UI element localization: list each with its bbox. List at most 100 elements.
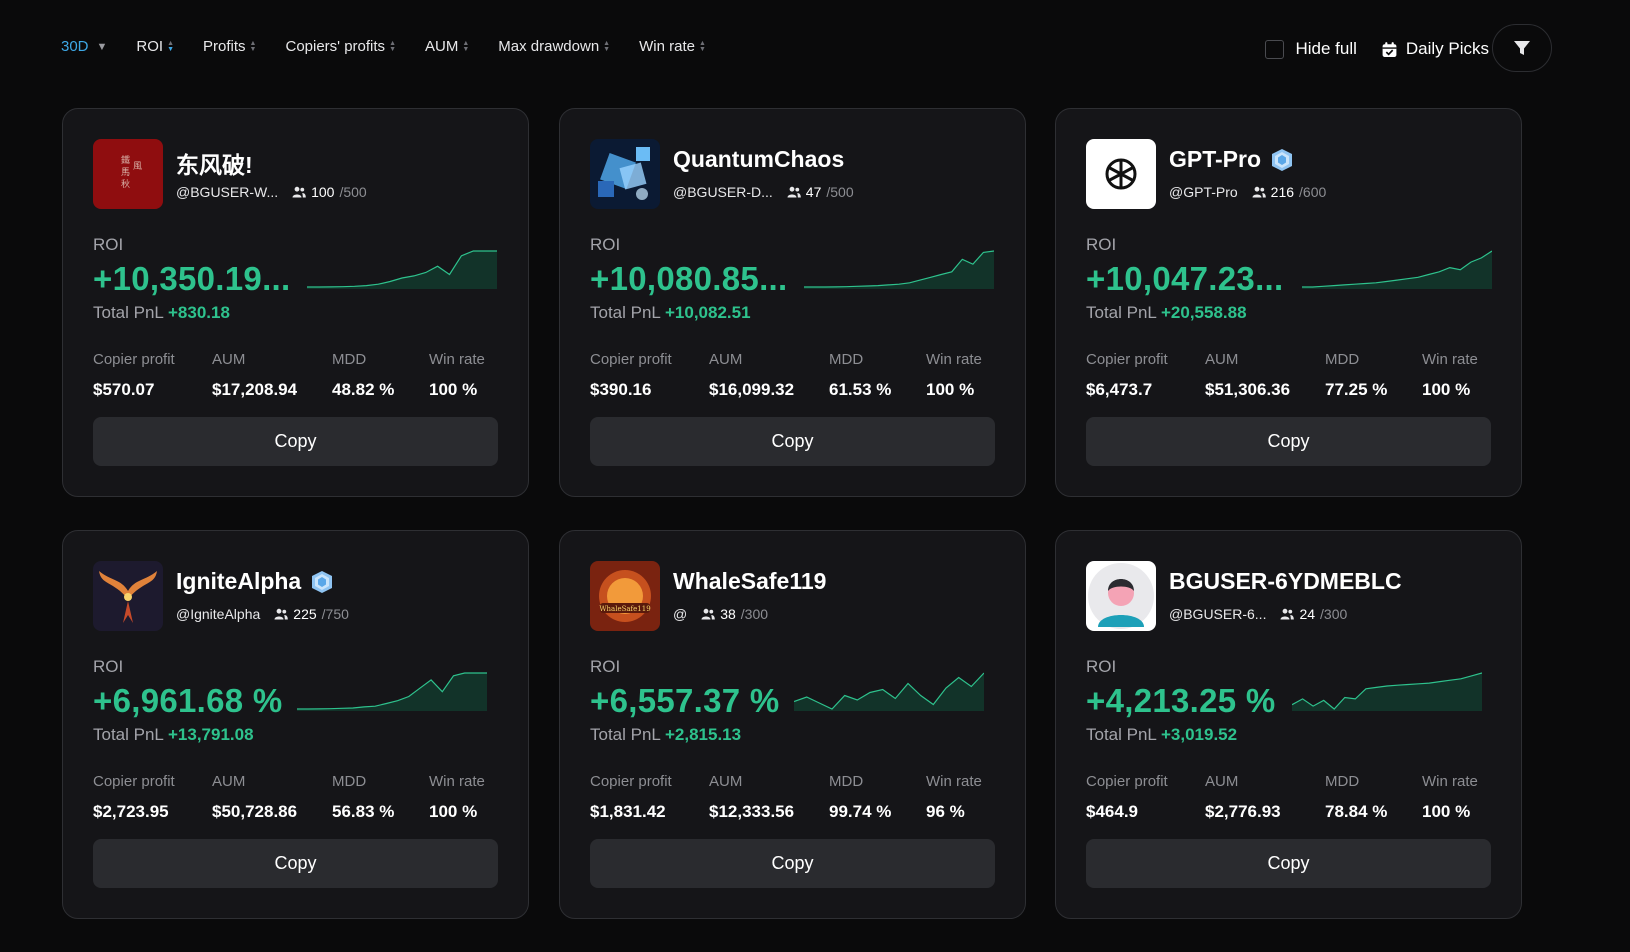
stat-aum: AUM $51,306.36	[1205, 351, 1290, 400]
period-dropdown[interactable]: 30D ▼	[61, 38, 107, 55]
stat-mdd: MDD 78.84 %	[1325, 773, 1387, 822]
followers-current: 24	[1299, 606, 1316, 622]
followers-current: 216	[1270, 184, 1295, 200]
stat-value: $51,306.36	[1205, 380, 1291, 399]
stat-copier-profit: Copier profit $464.9	[1086, 773, 1168, 822]
roi-label: ROI	[1086, 235, 1117, 254]
total-pnl-value: +3,019.52	[1160, 725, 1238, 744]
trader-card: GPT-Pro @GPT-Pro 216/600 ROI +10,047.23.…	[1055, 108, 1522, 497]
roi-label: ROI	[590, 657, 621, 676]
roi-label: ROI	[590, 235, 621, 254]
stat-value: $17,208.94	[212, 380, 298, 399]
total-pnl-label: Total PnL	[1086, 725, 1157, 744]
stat-value: 77.25 %	[1325, 380, 1388, 399]
sort-win-rate[interactable]: Win rate ▲ ▼	[639, 38, 706, 55]
copy-button[interactable]: Copy	[1086, 417, 1491, 466]
stat-value: $50,728.86	[212, 802, 298, 821]
trader-name[interactable]: BGUSER-6YDMEBLC	[1169, 568, 1402, 594]
stat-mdd: MDD 99.74 %	[829, 773, 891, 822]
trader-name-row: WhaleSafe119	[673, 568, 826, 595]
hide-full-checkbox[interactable]	[1265, 39, 1285, 59]
stat-label: AUM	[1205, 773, 1239, 790]
stat-value: 100 %	[926, 380, 975, 399]
stat-value: 100 %	[429, 802, 478, 821]
stat-label: Win rate	[926, 351, 982, 368]
trader-handle: @	[673, 606, 688, 622]
trader-avatar[interactable]	[1086, 139, 1156, 209]
sparkline-line	[297, 672, 487, 710]
sort-profits[interactable]: Profits ▲ ▼	[203, 38, 256, 55]
sparkline-area	[307, 251, 497, 289]
trader-card: QuantumChaos @BGUSER-D... 47/500 ROI +10…	[559, 108, 1026, 497]
users-icon	[701, 608, 716, 620]
trader-avatar[interactable]: WhaleSafe119	[590, 561, 660, 631]
stat-label: Copier profit	[1086, 351, 1168, 368]
trader-name[interactable]: IgniteAlpha	[176, 568, 302, 594]
copy-button[interactable]: Copy	[93, 417, 498, 466]
roi-label: ROI	[1086, 657, 1117, 676]
trader-avatar[interactable]	[93, 561, 163, 631]
stat-value: $464.9	[1086, 802, 1138, 821]
trader-avatar[interactable]	[590, 139, 660, 209]
hide-full-toggle[interactable]: Hide full	[1265, 39, 1357, 59]
trader-handle: @BGUSER-D...	[673, 184, 773, 200]
filter-button[interactable]	[1492, 24, 1552, 72]
trader-avatar[interactable]	[1086, 561, 1156, 631]
copy-button[interactable]: Copy	[1086, 839, 1491, 888]
trader-meta: @BGUSER-6... 24/300	[1169, 606, 1347, 622]
followers-current: 38	[720, 606, 736, 622]
trader-avatar[interactable]: 鐵馬秋風	[93, 139, 163, 209]
sort-arrows-icon: ▲ ▼	[603, 39, 611, 53]
svg-text:馬: 馬	[121, 167, 130, 178]
total-pnl-label: Total PnL	[93, 303, 164, 322]
stat-value: 96 %	[926, 802, 965, 821]
sort-roi[interactable]: ROI ▲ ▼	[136, 38, 174, 55]
followers-max: /600	[1299, 184, 1327, 200]
sparkline-area	[297, 673, 487, 711]
stat-label: MDD	[829, 773, 864, 790]
sort-profits-label: Profits	[203, 38, 246, 55]
sort-copiers-profits[interactable]: Copiers' profits ▲ ▼	[285, 38, 396, 55]
sparkline-area	[1292, 673, 1482, 711]
total-pnl: Total PnL +20,558.88	[1086, 303, 1247, 323]
stat-value: 48.82 %	[332, 380, 395, 399]
roi-value: +10,350.19...	[93, 260, 291, 297]
copy-button[interactable]: Copy	[93, 839, 498, 888]
roi-sparkline	[1292, 672, 1482, 711]
followers-count: 47/500	[787, 184, 854, 200]
trader-name[interactable]: WhaleSafe119	[673, 568, 827, 594]
copy-button[interactable]: Copy	[590, 839, 995, 888]
stat-label: AUM	[709, 351, 743, 368]
copy-button[interactable]: Copy	[590, 417, 995, 466]
stat-label: MDD	[829, 351, 864, 368]
total-pnl-label: Total PnL	[590, 725, 661, 744]
sort-max-drawdown[interactable]: Max drawdown ▲ ▼	[498, 38, 610, 55]
roi-sparkline	[297, 672, 487, 711]
total-pnl: Total PnL +830.18	[93, 303, 230, 323]
stat-aum: AUM $16,099.32	[709, 351, 794, 400]
stat-label: MDD	[332, 351, 367, 368]
followers-max: /300	[1320, 606, 1348, 622]
trader-name[interactable]: 东风破!	[176, 152, 253, 178]
sort-aum[interactable]: AUM ▲ ▼	[425, 38, 469, 55]
trader-meta: @IgniteAlpha 225/750	[176, 606, 349, 622]
stat-value: $6,473.7	[1086, 380, 1153, 399]
sort-aum-label: AUM	[425, 38, 459, 55]
stat-win-rate: Win rate 100 %	[926, 351, 982, 400]
total-pnl: Total PnL +10,082.51	[590, 303, 751, 323]
stat-label: AUM	[212, 351, 246, 368]
roi-value: +6,557.37 %	[590, 682, 780, 719]
trader-name[interactable]: GPT-Pro	[1169, 146, 1262, 172]
sort-arrows-icon: ▲ ▼	[462, 39, 470, 53]
stat-mdd: MDD 77.25 %	[1325, 351, 1387, 400]
trader-name[interactable]: QuantumChaos	[673, 146, 845, 172]
roi-label: ROI	[93, 657, 124, 676]
svg-text:風: 風	[133, 161, 142, 172]
stat-mdd: MDD 48.82 %	[332, 351, 394, 400]
followers-current: 225	[293, 606, 317, 622]
stat-copier-profit: Copier profit $390.16	[590, 351, 672, 400]
daily-picks-button[interactable]: Daily Picks	[1381, 39, 1489, 59]
stat-value: 100 %	[1422, 802, 1471, 821]
stat-value: $1,831.42	[590, 802, 666, 821]
stat-value: 100 %	[429, 380, 478, 399]
